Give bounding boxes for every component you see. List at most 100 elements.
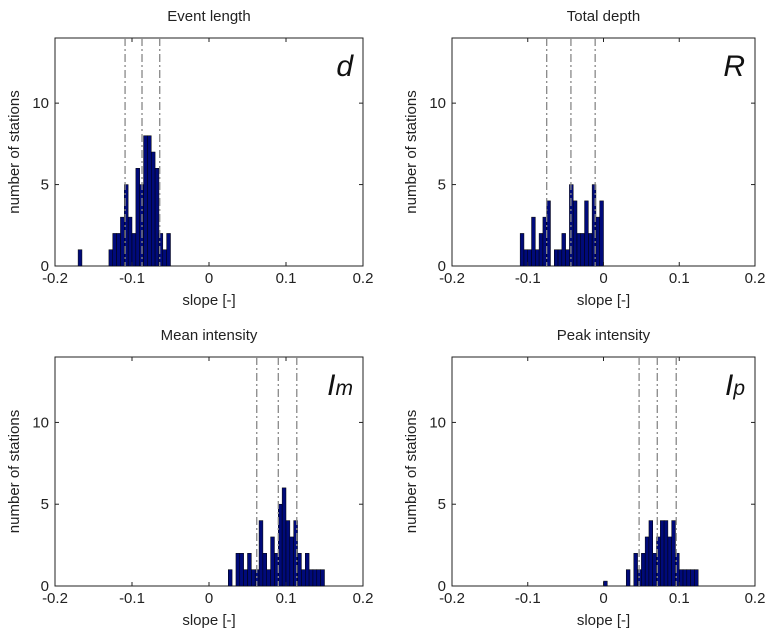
x-tick-label: 0.2: [745, 590, 766, 607]
histogram-bar: [644, 536, 650, 587]
histogram-bar: [527, 249, 532, 267]
histogram-bar: [660, 520, 665, 587]
x-tick-label: 0: [205, 590, 213, 607]
plot-frame: [451, 356, 756, 587]
histogram-bar: [652, 553, 657, 587]
x-tick-label: -0.2: [439, 590, 465, 607]
histogram-bar: [588, 233, 593, 267]
histogram-bar: [289, 536, 294, 587]
histogram-bar: [531, 216, 536, 267]
y-tick-label: 10: [32, 414, 49, 431]
x-tick-label: 0.1: [276, 590, 297, 607]
histogram-bar: [239, 553, 244, 587]
chart-title: Total depth: [567, 8, 640, 25]
histogram-bar: [519, 233, 525, 267]
x-tick-label: 0.1: [276, 270, 297, 287]
y-tick-label: 0: [41, 578, 49, 595]
histogram-panel: -0.2 -0.1 0 0.1 0.2 0 5 10 Total depth slope [-] n…: [403, 8, 765, 309]
histogram-bar: [690, 569, 695, 587]
histogram-bar: [77, 249, 83, 267]
histogram-bar: [120, 216, 125, 267]
histogram-bar: [305, 553, 310, 587]
x-tick-label: 0.2: [745, 270, 766, 287]
y-axis-label: number of stations: [403, 410, 420, 533]
histogram-bar: [554, 249, 559, 267]
histogram-bar: [580, 233, 585, 267]
histogram-bar: [641, 553, 646, 587]
x-axis-label: slope [-]: [577, 292, 630, 309]
plot-frame: [54, 37, 364, 267]
histogram-bar: [667, 536, 672, 587]
x-tick-label: 0.2: [353, 270, 374, 287]
histogram-bar: [576, 233, 582, 267]
x-tick-label: -0.1: [119, 270, 145, 287]
variable-symbol: I: [725, 369, 733, 402]
plot-frame: [54, 356, 364, 587]
chart-title: Event length: [167, 8, 250, 25]
x-tick-label: -0.1: [515, 270, 541, 287]
variable-symbol: R: [723, 50, 745, 83]
histogram-panel: -0.2 -0.1 0 0.1 0.2 0 5 10 Event length slope [-]…: [6, 8, 373, 309]
y-tick-label: 10: [32, 95, 49, 112]
histogram-bar: [147, 135, 152, 267]
histogram-bar: [151, 151, 156, 267]
x-tick-label: 0: [205, 270, 213, 287]
histogram-bar: [595, 216, 600, 267]
histogram-bar: [243, 569, 248, 587]
histogram-bar: [135, 168, 140, 267]
histogram-bar: [686, 569, 691, 587]
histogram-bar: [301, 569, 306, 587]
histogram-bar: [648, 520, 653, 587]
histogram-bar: [285, 520, 291, 587]
variable-subscript: p: [732, 377, 745, 400]
histogram-bar: [127, 216, 133, 267]
x-tick-label: 0: [599, 590, 607, 607]
histogram-bar: [262, 553, 267, 587]
histogram-bar: [154, 168, 160, 267]
histogram-bar: [694, 569, 699, 587]
y-tick-label: 5: [41, 496, 49, 513]
x-tick-label: 0.1: [669, 590, 690, 607]
histogram-bar: [108, 249, 114, 267]
x-tick-label: -0.1: [119, 590, 145, 607]
x-tick-label: -0.1: [515, 590, 541, 607]
histogram-bar: [584, 200, 589, 267]
y-tick-label: 10: [429, 414, 446, 431]
x-axis-label: slope [-]: [182, 292, 235, 309]
histogram-bar: [557, 249, 563, 267]
y-tick-label: 5: [438, 496, 446, 513]
x-axis-label: slope [-]: [182, 612, 235, 629]
histogram-bar: [116, 233, 121, 267]
histogram-bar: [143, 135, 148, 267]
histogram-bar: [663, 520, 669, 587]
variable-label: d: [336, 50, 354, 83]
y-axis-label: number of stations: [403, 90, 420, 213]
histogram-bar: [625, 569, 631, 587]
x-tick-label: -0.2: [42, 590, 68, 607]
variable-symbol: I: [327, 369, 335, 402]
histogram-bar: [572, 200, 578, 267]
variable-label: Im: [327, 369, 353, 402]
histogram-bar: [316, 569, 321, 587]
variable-label: Ip: [725, 369, 745, 402]
histogram-panel: -0.2 -0.1 0 0.1 0.2 0 5 10 Peak intensity slope […: [403, 327, 765, 629]
y-tick-label: 0: [438, 578, 446, 595]
histogram-bar: [523, 249, 529, 267]
x-tick-label: 0.2: [353, 590, 374, 607]
y-tick-label: 5: [438, 177, 446, 194]
y-tick-label: 0: [438, 258, 446, 275]
histogram-bar: [320, 569, 325, 587]
histogram-bar: [308, 569, 314, 587]
histogram-bar: [538, 233, 544, 267]
histogram-bar: [112, 233, 117, 267]
histogram-bar: [565, 249, 570, 267]
histogram-bar: [228, 569, 233, 587]
histogram-bar: [131, 233, 137, 267]
histogram-bar: [166, 233, 171, 267]
x-tick-label: 0: [599, 270, 607, 287]
histogram-bar: [682, 569, 688, 587]
x-axis-label: slope [-]: [577, 612, 630, 629]
x-tick-label: -0.2: [42, 270, 68, 287]
histogram-bar: [270, 536, 275, 587]
